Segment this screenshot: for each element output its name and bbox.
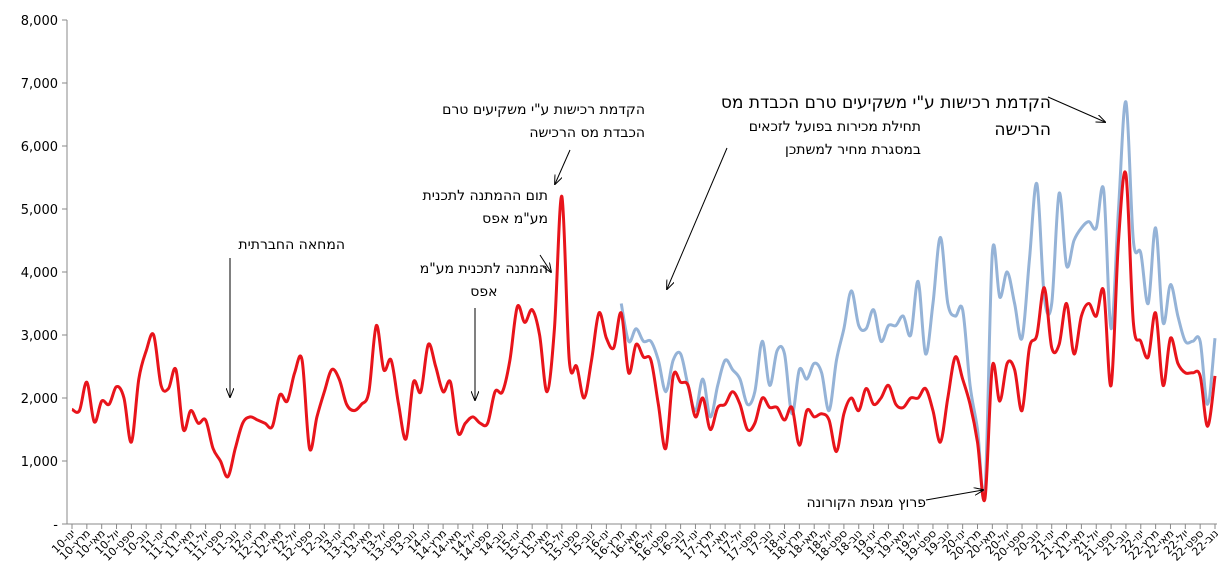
annotation-line: המתנה לתכנית מע"מ bbox=[419, 261, 548, 277]
arrow bbox=[1047, 96, 1105, 122]
annotation: המתנה לתכנית מע"מ אפס bbox=[420, 258, 548, 304]
annotation-line: פרוץ מגפת הקורונה bbox=[806, 495, 927, 511]
y-tick-label: 7,000 bbox=[21, 77, 58, 92]
y-tick-label: 5,000 bbox=[21, 203, 58, 218]
series-line bbox=[71, 170, 1217, 503]
series-line bbox=[619, 100, 1217, 501]
annotation-line: הקדמת רכישות ע"י משקיעים טרם bbox=[442, 102, 645, 118]
y-tick-label: 6,000 bbox=[21, 140, 58, 155]
arrow bbox=[925, 490, 983, 501]
annotation-line: הרכישה bbox=[994, 120, 1051, 140]
y-tick-label: 1,000 bbox=[21, 455, 58, 470]
annotation-arrows bbox=[230, 96, 1105, 501]
y-tick-label: 8,000 bbox=[21, 14, 58, 29]
arrow bbox=[539, 254, 551, 272]
y-tick-label: 4,000 bbox=[21, 266, 58, 281]
annotation: פרוץ מגפת הקורונה bbox=[807, 492, 927, 515]
annotation: הקדמת רכישות ע"י משקיעים טרם הכבדת מס הרכ… bbox=[721, 90, 1051, 144]
annotation-line: תום ההמתנה לתכנית bbox=[422, 188, 548, 204]
annotation: תחילת מכירות בפועל לזכאים במסגרת מחיר למש… bbox=[749, 116, 921, 162]
annotation-line: הכבדת מס הרכישה bbox=[529, 125, 645, 141]
annotation: המחאה החברתית bbox=[238, 234, 345, 257]
annotation-line: במסגרת מחיר למשתכן bbox=[785, 142, 921, 158]
annotation-line: מע"מ אפס bbox=[482, 211, 548, 227]
annotation-line: המחאה החברתית bbox=[238, 237, 345, 253]
annotation-line: אפס bbox=[470, 284, 498, 300]
y-tick-label: 3,000 bbox=[21, 329, 58, 344]
arrow bbox=[555, 149, 571, 184]
arrow bbox=[667, 147, 728, 289]
annotation-line: תחילת מכירות בפועל לזכאים bbox=[748, 119, 921, 135]
annotation-line: הקדמת רכישות ע"י משקיעים טרם הכבדת מס bbox=[720, 93, 1051, 113]
y-tick-label: - bbox=[53, 518, 58, 533]
annotation: תום ההמתנה לתכנית מע"מ אפס bbox=[423, 185, 548, 231]
annotation: הקדמת רכישות ע"י משקיעים טרם הכבדת מס הרכ… bbox=[442, 99, 645, 145]
y-tick-label: 2,000 bbox=[21, 392, 58, 407]
